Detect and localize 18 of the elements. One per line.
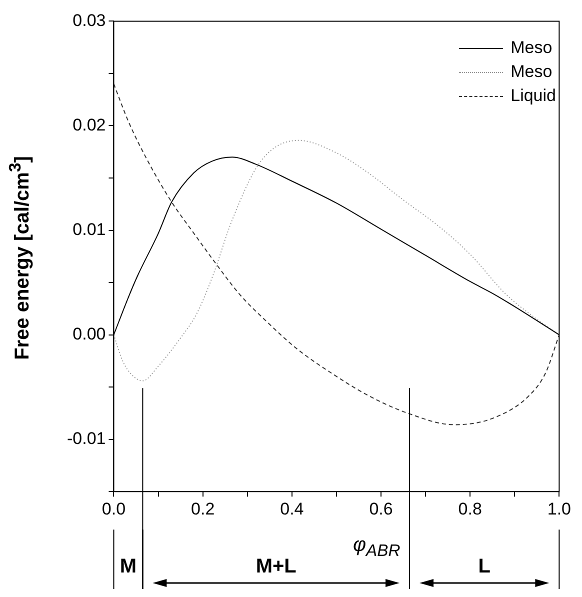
text: M+L	[256, 556, 296, 578]
x-tick-label: 1.0	[547, 499, 572, 518]
x-tick-label: 0.0	[102, 499, 126, 518]
y-tick-label: 0.00	[72, 324, 106, 344]
x-tick-label: 0.4	[280, 499, 304, 518]
x-tick-label: 0.8	[458, 499, 482, 518]
y-tick-label: 0.01	[72, 220, 106, 239]
x-tick-label: 0.6	[369, 499, 393, 518]
x-axis-title: φ$_{ABR}$	[353, 534, 400, 560]
legend-label: Meso	[510, 37, 552, 59]
y-tick-label: 0.03	[72, 10, 106, 30]
x-tick-label: 0.2	[191, 499, 215, 518]
text: L	[478, 556, 490, 578]
legend-label: Meso	[510, 61, 552, 83]
y-tick-label: -0.01	[67, 429, 106, 448]
y-tick-label: 0.02	[72, 115, 106, 134]
legend-label: Liquid	[510, 85, 556, 107]
text: M	[120, 556, 137, 578]
